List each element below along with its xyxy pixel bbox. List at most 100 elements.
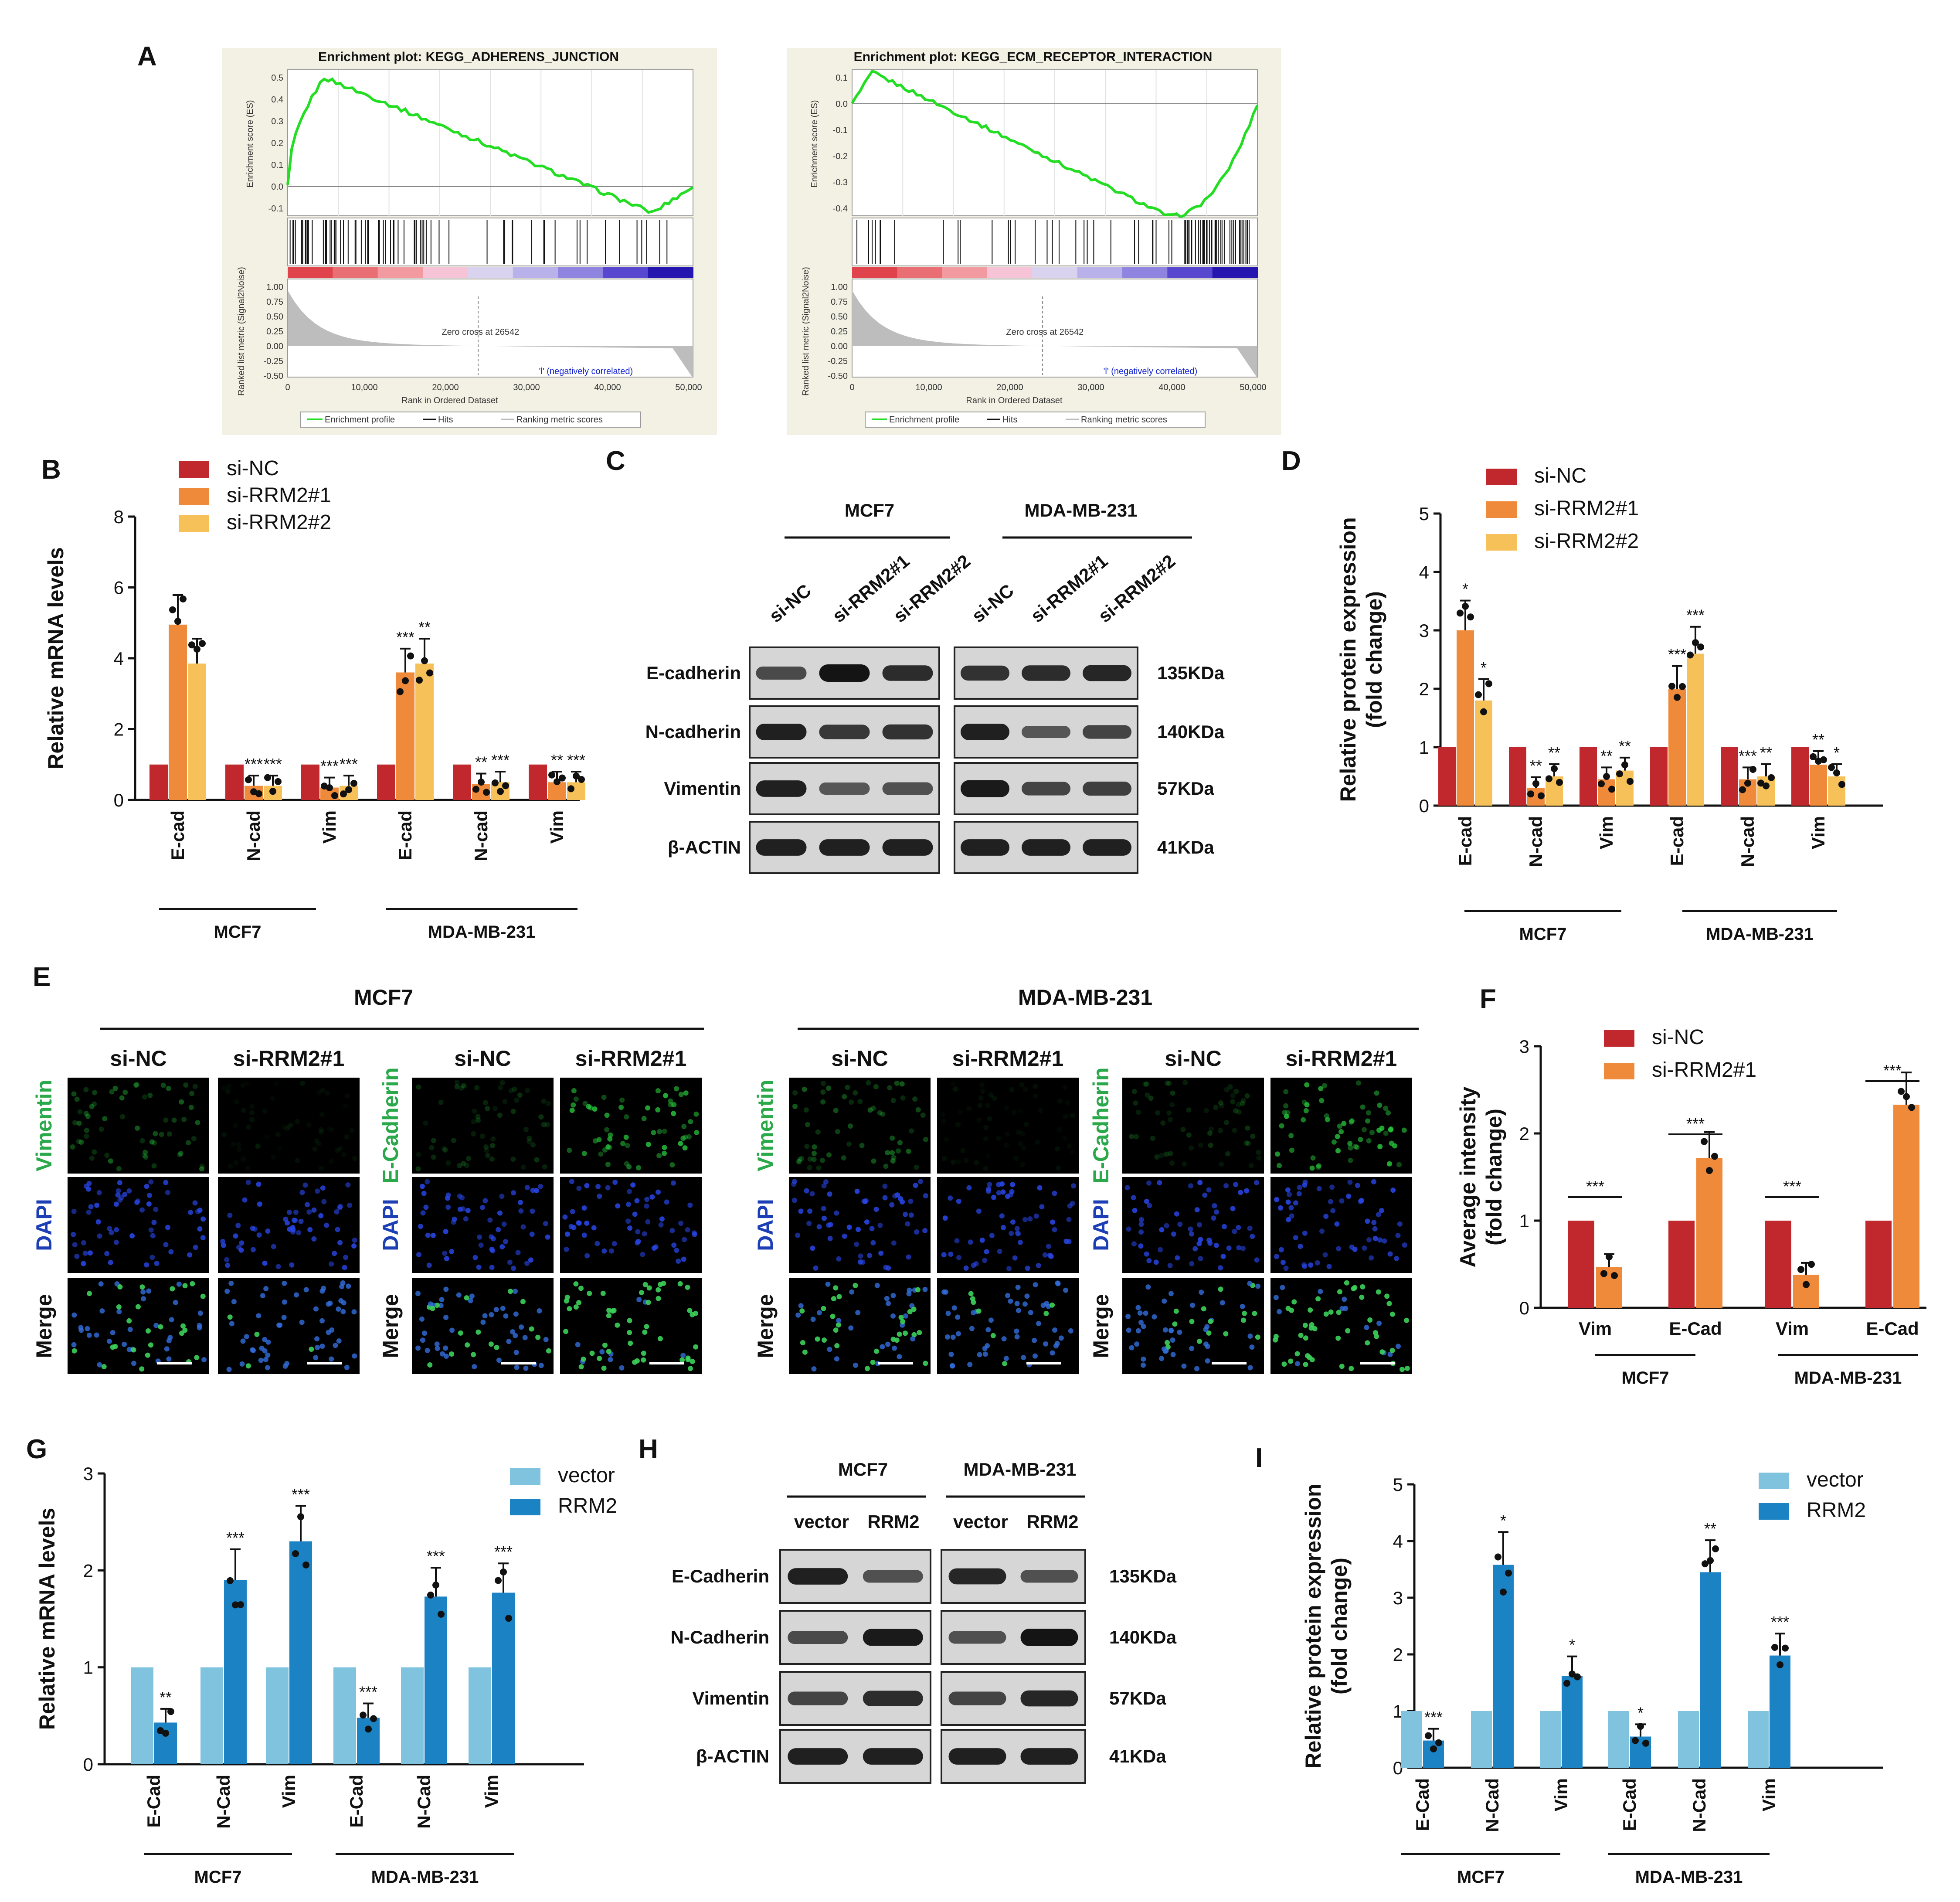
cell-nucleus <box>440 1351 445 1357</box>
cell-nucleus <box>1033 1213 1039 1219</box>
cell-nucleus <box>235 1223 241 1228</box>
cell-nucleus <box>76 1139 82 1144</box>
cell-nucleus <box>866 1080 871 1085</box>
data-point <box>559 774 566 782</box>
y-axis-label-line: (fold change) <box>1327 1558 1352 1694</box>
cell-nucleus <box>1135 1109 1141 1115</box>
cell-nucleus <box>899 1081 905 1087</box>
cell-nucleus <box>599 1349 605 1354</box>
cell-nucleus <box>479 1133 485 1139</box>
cell-nucleus <box>195 1209 200 1215</box>
cell-nucleus <box>1065 1100 1070 1106</box>
cell-nucleus <box>1360 1284 1366 1290</box>
kda-label: 135KDa <box>1109 1566 1177 1586</box>
data-point <box>500 1568 507 1575</box>
cell-nucleus <box>848 1325 854 1331</box>
cell-nucleus <box>607 1145 612 1150</box>
cell-nucleus <box>299 1190 305 1195</box>
cell-nucleus <box>1196 1241 1202 1246</box>
cell-nucleus <box>853 1090 858 1096</box>
cell-nucleus <box>687 1308 693 1313</box>
cell-nucleus <box>1068 1328 1073 1334</box>
bar-si-nc-e-cad <box>149 764 168 800</box>
cell-nucleus <box>1309 1165 1315 1171</box>
protein-label-n-cadherin: N-Cadherin <box>671 1627 769 1647</box>
cell-nucleus <box>148 1179 154 1185</box>
cell-nucleus <box>588 1105 593 1111</box>
cell-nucleus <box>1401 1127 1407 1133</box>
cell-nucleus <box>692 1232 697 1237</box>
significance-mark: *** <box>494 1543 513 1561</box>
y-tick-label: 2 <box>1393 1644 1403 1665</box>
cell-nucleus <box>530 1187 536 1193</box>
cell-nucleus <box>1224 1119 1229 1125</box>
cell-nucleus <box>1384 1293 1390 1299</box>
data-point <box>1679 683 1686 690</box>
cell-nucleus <box>834 1343 840 1348</box>
cell-nucleus <box>941 1156 947 1161</box>
cell-nucleus <box>668 1098 673 1104</box>
cell-nucleus <box>985 1102 990 1108</box>
cell-nucleus <box>848 1123 853 1129</box>
cell-nucleus <box>636 1165 641 1170</box>
protein-band <box>948 1568 1006 1585</box>
cell-nucleus <box>581 1356 586 1362</box>
panel-label-c: C <box>606 446 625 476</box>
cell-nucleus <box>85 1326 90 1331</box>
row-label-merge: Merge <box>1089 1294 1113 1358</box>
bar-si-rrm2-2-e-cad <box>1687 653 1704 806</box>
protein-band <box>961 839 1009 856</box>
cell-nucleus <box>1170 1352 1176 1358</box>
cell-nucleus <box>641 1357 646 1363</box>
cell-nucleus <box>99 1126 104 1132</box>
cell-nucleus <box>619 1365 625 1371</box>
cell-nucleus <box>71 1232 76 1237</box>
data-point <box>1739 786 1746 793</box>
data-point <box>427 1591 434 1599</box>
cell-nucleus <box>1274 1197 1280 1202</box>
lane-label-vector: vector <box>794 1511 849 1532</box>
data-point <box>1777 1661 1783 1668</box>
protein-band <box>788 1568 848 1585</box>
cell-nucleus <box>1404 1317 1410 1323</box>
cell-nucleus <box>1335 1148 1341 1153</box>
cell-nucleus <box>265 1365 270 1371</box>
cell-nucleus <box>439 1297 445 1303</box>
cell-nucleus <box>842 1233 847 1239</box>
cell-nucleus <box>263 1357 268 1362</box>
cell-nucleus <box>71 1208 77 1214</box>
micrograph <box>68 1177 209 1273</box>
cell-nucleus <box>431 1138 436 1143</box>
y-tick-label: 4 <box>1393 1531 1403 1552</box>
cell-nucleus <box>311 1207 317 1213</box>
cell-nucleus <box>102 1116 108 1122</box>
bar-si-rrm2-1-e-cad <box>1696 1158 1722 1308</box>
negative-label: 'l' (negatively correlated) <box>1104 367 1198 376</box>
data-point <box>1898 1088 1905 1095</box>
cell-nucleus <box>425 1232 431 1238</box>
cell-nucleus <box>83 1087 89 1092</box>
cell-nucleus <box>890 1313 896 1319</box>
legend-hits: Hits <box>438 415 453 425</box>
y-axis-label: Relative mRNA levels <box>44 547 68 769</box>
cell-nucleus <box>511 1266 516 1271</box>
x-tick-label: 20,000 <box>996 383 1023 392</box>
cell-nucleus <box>326 1330 331 1335</box>
cell-nucleus <box>1358 1198 1363 1204</box>
cell-nucleus <box>567 1306 572 1312</box>
rank-tick-label: 0.25 <box>266 327 283 337</box>
cell-nucleus <box>608 1248 614 1254</box>
cell-nucleus <box>499 1244 505 1249</box>
cell-nucleus <box>474 1085 480 1091</box>
cell-nucleus <box>1236 1109 1242 1115</box>
data-point <box>548 771 555 779</box>
bar-si-rrm2-1-vim <box>1793 1275 1819 1308</box>
x-tick-label: 30,000 <box>1077 383 1104 392</box>
cell-nucleus <box>974 1160 979 1166</box>
cell-nucleus <box>1243 1140 1249 1146</box>
cell-nucleus <box>897 1140 903 1146</box>
cell-nucleus <box>674 1086 679 1092</box>
x-tick-label: E-Cad <box>143 1775 164 1827</box>
cell-nucleus <box>1142 1082 1148 1087</box>
cell-nucleus <box>256 1232 262 1238</box>
